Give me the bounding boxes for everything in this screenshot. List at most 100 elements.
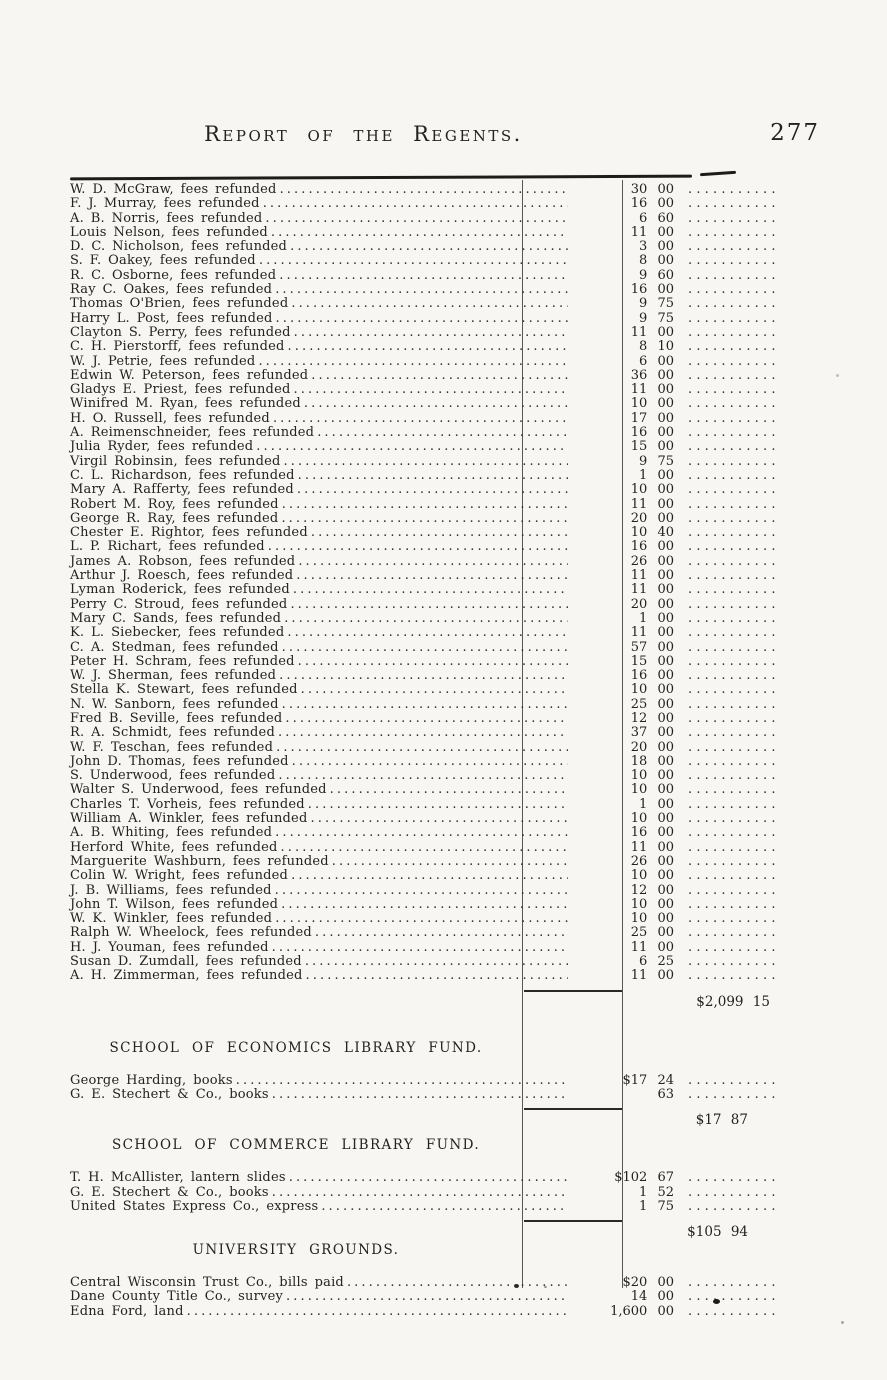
row-amount: 30 00 [630, 182, 674, 197]
dot-filler [688, 555, 780, 569]
row-name: Central Wisconsin Trust Co., bills paid [70, 1275, 344, 1291]
row-name: Mary A. Rafferty, fees refunded [70, 482, 294, 498]
row-name: Edwin W. Peterson, fees refunded [70, 367, 309, 383]
row-amount: 11 00 [630, 324, 674, 340]
table-row: William A. Winkler, fees refunded 10 00 [70, 811, 780, 827]
row-amount: 9 75 [639, 296, 674, 312]
row-name: R. A. Schmidt, fees refunded [70, 725, 275, 741]
row-amount: 16 00 [630, 668, 674, 684]
table-row: D. C. Nicholson, fees refunded 3 00 [70, 239, 780, 255]
table-row: A. B. Whiting, fees refunded 16 00 [70, 826, 780, 841]
dot-leader [296, 569, 568, 583]
dot-filler [688, 469, 780, 483]
dot-filler [688, 912, 780, 926]
fees-refunded-list: W. D. McGraw, fees refunded 30 00 F. J. … [70, 178, 780, 984]
fees-refunded-total: $2,099 15 [696, 993, 770, 1010]
dot-filler [688, 197, 780, 211]
table-row: Clayton S. Perry, fees refunded 11 00 [70, 324, 780, 340]
table-row: Louis Nelson, fees refunded 11 00 [70, 225, 780, 240]
dot-filler [688, 826, 780, 840]
row-amount: 10 00 [630, 811, 674, 827]
dot-leader [275, 283, 568, 297]
row-name: K. L. Siebecker, fees refunded [70, 625, 285, 641]
dot-filler [688, 326, 780, 340]
dot-filler [688, 1200, 780, 1214]
section-heading: SCHOOL OF COMMERCE LIBRARY FUND. [111, 1137, 481, 1154]
dot-filler [688, 455, 780, 469]
dot-leader [291, 869, 568, 883]
table-row: Gladys E. Priest, fees refunded 11 00 [70, 382, 780, 397]
row-name: Susan D. Zumdall, fees refunded [70, 954, 302, 970]
dot-leader [256, 440, 568, 454]
dot-filler [688, 383, 780, 397]
table-row: Edna Ford, land 1,600 00 [70, 1304, 780, 1319]
row-amount: 3 00 [639, 239, 674, 255]
row-amount: 1 00 [639, 796, 674, 812]
row-amount: 16 00 [630, 539, 674, 555]
row-amount: 10 00 [630, 868, 674, 884]
row-name: A. H. Zimmerman, fees refunded [70, 968, 303, 984]
table-row: W. K. Winkler, fees refunded 10 00 [70, 911, 780, 926]
table-row: Mary A. Rafferty, fees refunded 10 00 [70, 482, 780, 498]
row-amount: 20 00 [630, 739, 674, 755]
row-amount: $20 00 [622, 1275, 675, 1291]
dot-filler [688, 769, 780, 783]
dot-filler [688, 283, 780, 297]
scan-speck [713, 1299, 720, 1304]
row-name: Colin W. Wright, fees refunded [70, 868, 289, 884]
row-name: Arthur J. Roesch, fees refunded [70, 568, 294, 584]
row-amount: 12 00 [630, 710, 674, 726]
dot-leader [268, 540, 568, 554]
table-row: Lyman Roderick, fees refunded 11 00 [70, 583, 780, 598]
row-amount: $102 67 [614, 1170, 674, 1186]
main-sum-line [524, 989, 622, 992]
dot-leader [290, 240, 568, 254]
table-row: Mary C. Sands, fees refunded 1 00 [70, 611, 780, 626]
page-title: Report of the Regents. [204, 122, 523, 146]
dot-filler [688, 669, 780, 683]
dot-filler [688, 254, 780, 268]
table-row: John T. Wilson, fees refunded 10 00 [70, 896, 780, 912]
row-amount: 26 00 [630, 553, 674, 569]
row-name: L. P. Richart, fees refunded [70, 539, 265, 555]
section-total: $105 94 [687, 1224, 748, 1241]
page-number: 277 [770, 120, 820, 146]
scan-speck [836, 374, 839, 377]
dot-filler [688, 741, 780, 755]
dot-filler [688, 355, 780, 369]
row-amount: 26 00 [630, 853, 674, 869]
row-amount: 8 10 [639, 339, 674, 355]
dot-filler [688, 1171, 780, 1185]
table-row: George R. Ray, fees refunded 20 00 [70, 511, 780, 526]
row-name: F. J. Murray, fees refunded [70, 196, 260, 212]
row-name: T. H. McAllister, lantern slides [70, 1170, 286, 1186]
row-amount: 20 00 [630, 596, 674, 612]
dot-filler [688, 598, 780, 612]
table-row: S. F. Oakey, fees refunded 8 00 [70, 254, 780, 269]
table-row: C. A. Stedman, fees refunded 57 00 [70, 639, 780, 655]
row-amount: 11 00 [630, 968, 674, 984]
section-sum-line [524, 1108, 622, 1111]
dot-filler [688, 483, 780, 497]
dot-filler [688, 869, 780, 883]
row-amount: 57 00 [630, 639, 674, 655]
row-name: Julia Ryder, fees refunded [70, 439, 254, 455]
dot-filler [688, 1290, 780, 1304]
table-row: R. A. Schmidt, fees refunded 37 00 [70, 725, 780, 741]
table-row: Walter S. Underwood, fees refunded 10 00 [70, 783, 780, 798]
dot-leader [301, 683, 568, 697]
row-amount: 10 00 [630, 896, 674, 912]
dot-leader [321, 1200, 568, 1214]
scan-speck [514, 1284, 519, 1288]
row-name: C. H. Pierstorff, fees refunded [70, 339, 285, 355]
dot-leader [236, 1074, 568, 1088]
table-row: Dane County Title Co., survey 14 00 [70, 1290, 780, 1305]
dot-filler [688, 226, 780, 240]
dot-leader [275, 884, 568, 898]
row-name: Perry C. Stroud, fees refunded [70, 596, 288, 612]
dot-leader [276, 741, 568, 755]
section-heading: UNIVERSITY GROUNDS. [192, 1242, 400, 1259]
table-row: K. L. Siebecker, fees refunded 11 00 [70, 625, 780, 641]
dot-leader [285, 712, 568, 726]
dot-leader [278, 769, 568, 783]
